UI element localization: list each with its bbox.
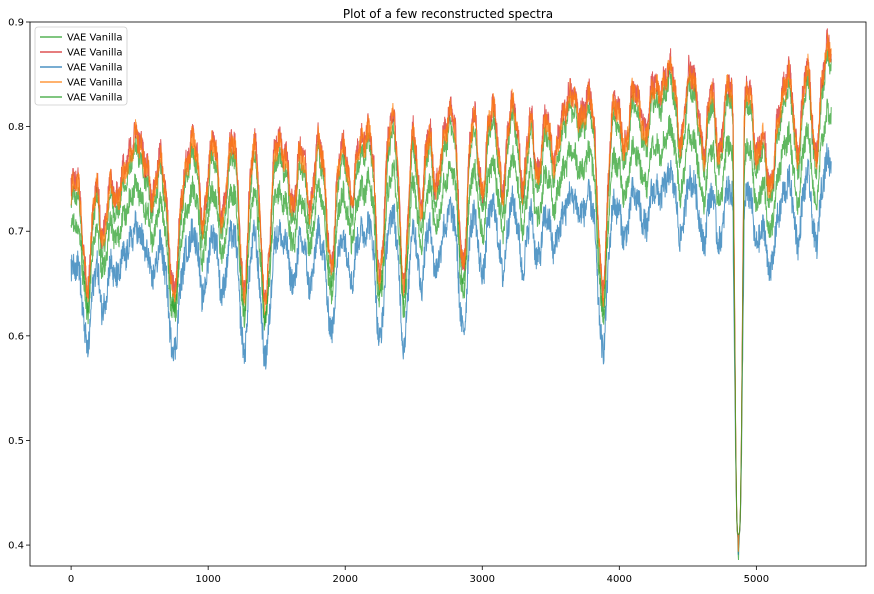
y-axis: 0.4 0.5 0.6 0.7 0.8 0.9 [8, 18, 30, 552]
x-tick-label: 4000 [607, 574, 632, 585]
series-line-4 [70, 32, 832, 552]
legend-box [34, 26, 128, 106]
x-tick-label: 5000 [744, 574, 769, 585]
plot-frame [29, 21, 867, 567]
y-tick-label: 0.4 [8, 541, 24, 552]
y-tick-label: 0.7 [8, 227, 24, 238]
legend: VAE Vanilla VAE Vanilla VAE Vanilla VAE Van… [34, 26, 128, 106]
series-line-2 [70, 28, 832, 546]
legend-label: VAE Vanilla [67, 33, 123, 44]
series-line-5 [70, 98, 832, 536]
x-tick-label: 3000 [470, 574, 495, 585]
series-line-3 [70, 143, 832, 555]
x-tick-label: 1000 [195, 574, 220, 585]
legend-label: VAE Vanilla [67, 48, 123, 59]
legend-label: VAE Vanilla [67, 63, 123, 74]
y-tick-label: 0.8 [8, 122, 24, 133]
chart-title: Plot of a few reconstructed spectra [343, 7, 553, 21]
legend-label: VAE Vanilla [67, 93, 123, 104]
series-line-1 [70, 48, 832, 561]
y-tick-label: 0.6 [8, 331, 24, 342]
x-axis: 0 1000 2000 3000 4000 5000 [68, 566, 769, 585]
x-tick-label: 0 [68, 574, 74, 585]
x-tick-label: 2000 [332, 574, 357, 585]
legend-label: VAE Vanilla [67, 78, 123, 89]
y-tick-label: 0.5 [8, 436, 24, 447]
series-layer [70, 28, 832, 561]
y-tick-label: 0.9 [8, 18, 24, 29]
